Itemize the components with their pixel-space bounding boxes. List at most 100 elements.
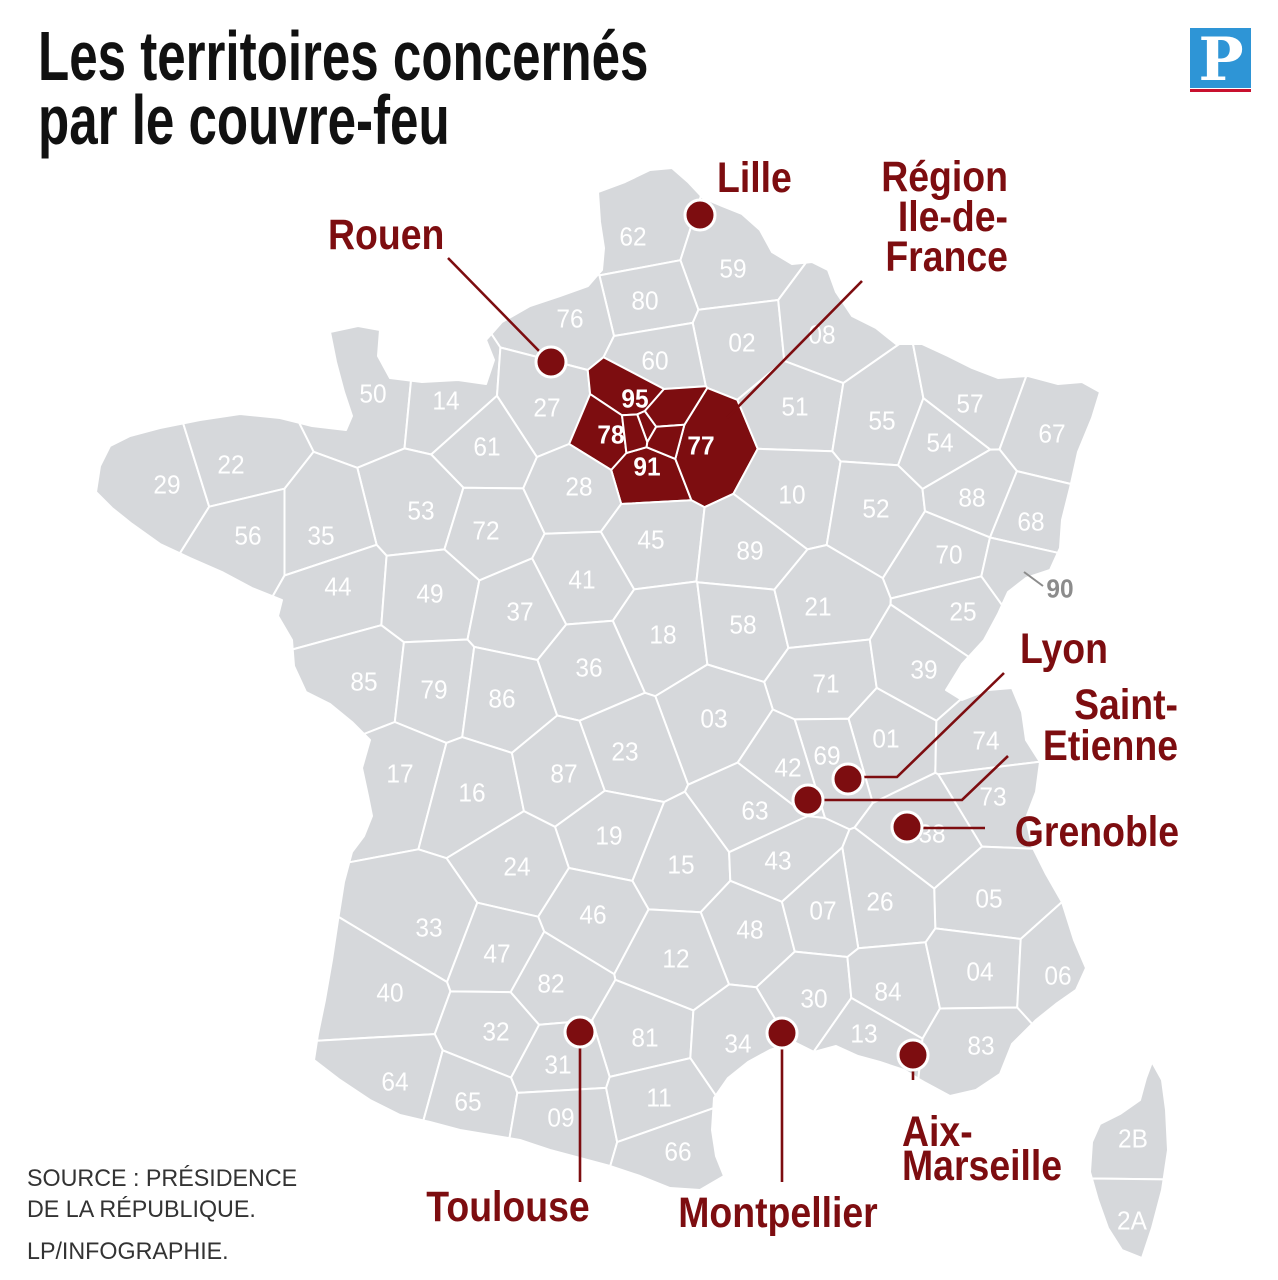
department-label-52: 52 [862,495,889,524]
department-label-51: 51 [781,393,808,422]
leader-line-saint-etienne [820,755,1009,802]
department-label-01: 01 [872,725,899,754]
department-label-60: 60 [641,347,668,376]
city-leader-lines [447,257,1009,1182]
department-label-2a: 2A [1117,1207,1147,1236]
department-label-64: 64 [381,1068,408,1097]
department-label-18: 18 [649,621,676,650]
department-area-65 [422,1049,519,1140]
department-label-80: 80 [631,287,658,316]
department-label-41: 41 [568,566,595,595]
city-label-montpellier: Montpellier [678,1189,878,1237]
source-line-1: SOURCE : PRÉSIDENCE [27,1165,297,1192]
source-note: SOURCE : PRÉSIDENCE DE LA RÉPUBLIQUE. LP… [27,1165,297,1265]
logo-underline [1190,89,1251,92]
department-label-57: 57 [956,390,983,419]
city-marker-montpellier[interactable] [765,1016,799,1050]
credit-line: LP/INFOGRAPHIE. [27,1239,229,1265]
department-area-06 [1016,901,1087,1025]
department-label-95: 95 [621,385,648,414]
title-line-1: Les territoires concernés [38,17,648,95]
department-label-04: 04 [966,958,993,987]
department-label-36: 36 [575,654,602,683]
department-label-28: 28 [565,473,592,502]
city-label-toulouse: Toulouse [426,1183,589,1231]
city-marker-rouen[interactable] [534,345,568,379]
department-label-09: 09 [547,1104,574,1133]
department-label-76: 76 [556,305,583,334]
title-line-2: par le couvre-feu [38,81,450,159]
department-label-84: 84 [874,978,901,1007]
department-label-37: 37 [506,598,533,627]
department-label-88: 88 [958,484,985,513]
department-label-03: 03 [700,705,727,734]
city-labels: Lille Région Ile-de- France Rouen Lyon S… [328,153,1179,1237]
department-label-21: 21 [804,593,831,622]
department-label-27: 27 [533,394,560,423]
department-area-66 [609,1107,725,1191]
department-label-08: 08 [808,321,835,350]
department-label-29: 29 [153,471,180,500]
department-label-77: 77 [687,432,714,461]
department-label-22: 22 [217,451,244,480]
belfort-leader-line [1023,571,1044,587]
department-label-79: 79 [420,676,447,705]
department-area-50 [298,325,412,469]
department-label-35: 35 [307,522,334,551]
department-label-07: 07 [809,897,836,926]
department-label-55: 55 [868,407,895,436]
city-label-saint-etienne-line-2: Etienne [1043,722,1178,770]
department-label-13: 13 [850,1020,877,1049]
department-label-39: 39 [910,656,937,685]
department-label-73: 73 [979,783,1006,812]
department-label-53: 53 [407,497,434,526]
department-label-63: 63 [741,797,768,826]
city-marker-saint-etienne[interactable] [791,783,825,817]
department-label-87: 87 [550,760,577,789]
department-label-50: 50 [359,380,386,409]
department-label-91: 91 [633,453,660,482]
city-label-rouen: Rouen [328,211,444,259]
city-marker-lille[interactable] [683,198,717,232]
publisher-logo[interactable]: P [1190,25,1251,95]
department-label-67: 67 [1038,420,1065,449]
department-area-2b [1089,1061,1169,1181]
department-label-81: 81 [631,1024,658,1053]
department-areas [95,167,1169,1259]
department-label-25: 25 [949,598,976,627]
department-label-06: 06 [1044,962,1071,991]
department-label-24: 24 [503,853,530,882]
city-label-ile-de-france-line-2: Ile-de- [898,193,1008,241]
department-label-54: 54 [926,429,953,458]
leader-line-ile-de-france [726,280,863,419]
department-label-23: 23 [611,738,638,767]
department-label-68: 68 [1017,508,1044,537]
department-label-78: 78 [597,421,624,450]
department-label-65: 65 [454,1088,481,1117]
department-label-83: 83 [967,1032,994,1061]
department-label-11: 11 [646,1084,671,1113]
city-marker-lyon[interactable] [831,762,865,796]
department-label-90: 90 [1046,575,1073,604]
department-label-30: 30 [800,985,827,1014]
city-marker-toulouse[interactable] [563,1015,597,1049]
leader-line-lyon [860,672,1005,779]
city-marker-grenoble[interactable] [890,810,924,844]
department-label-59: 59 [719,255,746,284]
department-area-11 [605,1057,717,1144]
city-label-lyon: Lyon [1020,625,1108,673]
department-label-19: 19 [595,822,622,851]
department-label-49: 49 [416,580,443,609]
department-label-42: 42 [774,754,801,783]
department-label-16: 16 [458,779,485,808]
department-label-71: 71 [812,670,839,699]
department-label-85: 85 [350,668,377,697]
department-label-05: 05 [975,885,1002,914]
city-marker-aix-marseille[interactable] [896,1038,930,1072]
department-area-74 [934,687,1041,776]
logo-letter: P [1198,25,1243,95]
city-label-ile-de-france-line-3: France [885,233,1008,281]
city-label-aix-marseille-line-2: Marseille [902,1142,1062,1190]
